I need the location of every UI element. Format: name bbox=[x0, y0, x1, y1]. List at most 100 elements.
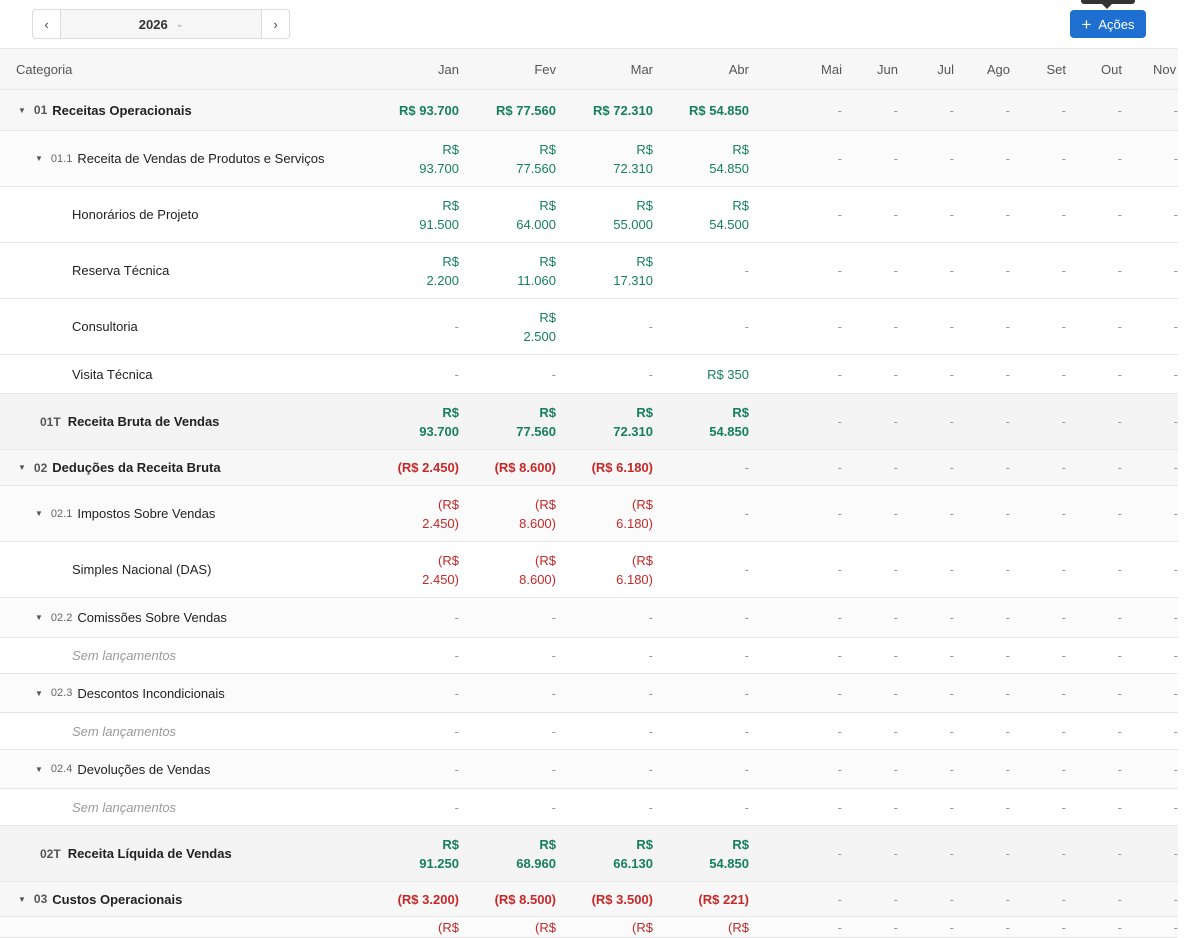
month-value-cell: (R$ bbox=[438, 920, 459, 935]
month-value-cell: R$ 91.500 bbox=[419, 197, 459, 232]
month-value-cell: - bbox=[1173, 610, 1178, 625]
month-value-cell: (R$ bbox=[535, 920, 556, 935]
table-row[interactable]: Honorários de Projeto R$ 91.500 R$ 64.000 R… bbox=[0, 187, 1178, 243]
month-value-cell: - bbox=[837, 562, 842, 577]
subgroup-row[interactable]: ▼ 01.1 Receita de Vendas de Produtos e Ser… bbox=[0, 131, 1178, 187]
month-value-cell: (R$ 8.600) bbox=[519, 496, 556, 531]
month-value-cell: - bbox=[1117, 846, 1122, 861]
row-code: 02T bbox=[40, 846, 61, 861]
month-value-cell: - bbox=[1173, 562, 1178, 577]
column-header-fev[interactable]: Fev bbox=[534, 61, 556, 77]
month-value-cell: R$ 54.850 bbox=[709, 404, 749, 439]
column-header-abr[interactable]: Abr bbox=[728, 61, 749, 77]
column-header-set[interactable]: Set bbox=[1046, 61, 1066, 77]
table-row[interactable]: Visita Técnica - - - R$ 350 - - - - - - - bbox=[0, 355, 1178, 394]
month-value-cell: - bbox=[1061, 319, 1066, 334]
group-row[interactable]: ▼ 01 Receitas Operacionais R$ 93.700 R$ 77.5… bbox=[0, 90, 1178, 131]
table-row[interactable]: Sem lançamentos - - - - - - - - - - - bbox=[0, 713, 1178, 750]
table-row[interactable]: Simples Nacional (DAS) (R$ 2.450) (R$ 8.60… bbox=[0, 542, 1178, 598]
chevron-left-icon: ‹ bbox=[44, 16, 49, 32]
row-code: 01 bbox=[33, 103, 48, 117]
month-value-cell: - bbox=[1005, 919, 1010, 935]
group-row[interactable]: ▼ 03 Custos Operacionais (R$ 3.200) (R$ 8.50… bbox=[0, 882, 1178, 917]
table-row[interactable]: Sem lançamentos - - - - - - - - - - - bbox=[0, 638, 1178, 674]
month-value-cell: - bbox=[1173, 207, 1178, 222]
caret-down-icon[interactable]: ▼ bbox=[18, 894, 26, 904]
column-header-jul[interactable]: Jul bbox=[937, 61, 954, 77]
column-header-categoria[interactable]: Categoria bbox=[16, 61, 73, 77]
month-value-cell: - bbox=[949, 610, 954, 625]
total-row[interactable]: 02T Receita Líquida de Vendas R$ 91.250 R$ … bbox=[0, 826, 1178, 882]
month-value-cell: - bbox=[1117, 319, 1122, 334]
row-category: ▼ 02.2 Comissões Sobre Vendas bbox=[35, 598, 227, 637]
month-value-cell: - bbox=[648, 799, 653, 815]
row-code: 01T bbox=[40, 414, 61, 429]
year-picker: ‹ 2026 ⌄ › bbox=[32, 9, 290, 39]
month-value-cell: - bbox=[1005, 366, 1010, 382]
empty-placeholder: Sem lançamentos bbox=[72, 648, 177, 663]
month-value-cell: - bbox=[1173, 723, 1178, 739]
subgroup-row[interactable]: (R$ (R$ (R$ (R$ - - - - - - - bbox=[0, 917, 1178, 938]
caret-down-icon[interactable]: ▼ bbox=[35, 154, 43, 163]
caret-down-icon[interactable]: ▼ bbox=[18, 105, 26, 115]
column-header-out[interactable]: Out bbox=[1101, 61, 1122, 77]
actions-button[interactable]: + Ações bbox=[1070, 10, 1146, 38]
subgroup-row[interactable]: ▼ 02.2 Comissões Sobre Vendas - - - - - - - - - - - bbox=[0, 598, 1178, 638]
month-value-cell: - bbox=[744, 263, 749, 278]
month-value-cell: - bbox=[744, 723, 749, 739]
subgroup-row[interactable]: ▼ 02.1 Impostos Sobre Vendas (R$ 2.450) (R$ … bbox=[0, 486, 1178, 542]
month-value-cell: R$ 93.700 bbox=[419, 141, 459, 176]
month-value-cell: (R$ 6.180) bbox=[616, 552, 653, 587]
caret-down-icon[interactable]: ▼ bbox=[35, 509, 43, 518]
month-value-cell: R$ 54.850 bbox=[689, 102, 749, 118]
month-value-cell: - bbox=[949, 685, 954, 701]
month-value-cell: - bbox=[893, 151, 898, 166]
row-name: Honorários de Projeto bbox=[72, 207, 199, 222]
month-value-cell: (R$ bbox=[632, 920, 653, 935]
month-value-cell: - bbox=[893, 506, 898, 521]
table-row[interactable]: Consultoria - R$ 2.500 - - - - - - - - - bbox=[0, 299, 1178, 355]
month-value-cell: R$ 350 bbox=[707, 366, 749, 382]
column-header-mai[interactable]: Mai bbox=[821, 61, 842, 77]
month-value-cell: - bbox=[893, 648, 898, 663]
column-header-ago[interactable]: Ago bbox=[986, 61, 1010, 77]
month-value-cell: - bbox=[454, 799, 459, 815]
column-header-jun[interactable]: Jun bbox=[877, 61, 898, 77]
prev-year-button[interactable]: ‹ bbox=[33, 10, 61, 38]
caret-down-icon[interactable]: ▼ bbox=[35, 613, 43, 622]
month-value-cell: - bbox=[1117, 685, 1122, 701]
month-value-cell: - bbox=[1005, 506, 1010, 521]
column-header-jan[interactable]: Jan bbox=[438, 61, 459, 77]
caret-down-icon[interactable]: ▼ bbox=[35, 764, 43, 774]
month-value-cell: - bbox=[1005, 414, 1010, 429]
row-name: Deduções da Receita Bruta bbox=[52, 460, 221, 475]
group-row[interactable]: ▼ 02 Deduções da Receita Bruta (R$ 2.450) (R… bbox=[0, 450, 1178, 486]
table-row[interactable]: Reserva Técnica R$ 2.200 R$ 11.060 R$ 17.31… bbox=[0, 243, 1178, 299]
month-value-cell: - bbox=[1005, 891, 1010, 907]
row-category bbox=[35, 917, 40, 937]
month-value-cell: R$ 93.700 bbox=[399, 102, 459, 118]
month-value-cell: (R$ 3.500) bbox=[591, 891, 653, 907]
row-code: 02.4 bbox=[50, 763, 73, 775]
month-value-cell: - bbox=[1173, 761, 1178, 777]
month-value-cell: - bbox=[454, 648, 459, 663]
column-header-mar[interactable]: Mar bbox=[630, 61, 653, 77]
month-value-cell: - bbox=[949, 207, 954, 222]
subgroup-row[interactable]: ▼ 02.3 Descontos Incondicionais - - - - - - - - - - - bbox=[0, 674, 1178, 713]
month-value-cell: - bbox=[454, 610, 459, 625]
column-header-nov[interactable]: Nov bbox=[1153, 61, 1177, 77]
next-year-button[interactable]: › bbox=[261, 10, 289, 38]
month-value-cell: - bbox=[1061, 102, 1066, 118]
month-value-cell: - bbox=[1117, 610, 1122, 625]
subgroup-row[interactable]: ▼ 02.4 Devoluções de Vendas - - - - - - - - - - - bbox=[0, 750, 1178, 789]
month-value-cell: - bbox=[1117, 151, 1122, 166]
month-value-cell: - bbox=[1173, 319, 1178, 334]
month-value-cell: (R$ 221) bbox=[698, 891, 749, 907]
total-row[interactable]: 01T Receita Bruta de Vendas R$ 93.700 R$ 77… bbox=[0, 394, 1178, 450]
month-value-cell: - bbox=[1005, 723, 1010, 739]
caret-down-icon[interactable]: ▼ bbox=[18, 463, 26, 472]
year-select[interactable]: 2026 ⌄ bbox=[61, 10, 261, 38]
caret-down-icon[interactable]: ▼ bbox=[35, 688, 43, 698]
table-row[interactable]: Sem lançamentos - - - - - - - - - - - bbox=[0, 789, 1178, 826]
month-value-cell: - bbox=[1117, 799, 1122, 815]
